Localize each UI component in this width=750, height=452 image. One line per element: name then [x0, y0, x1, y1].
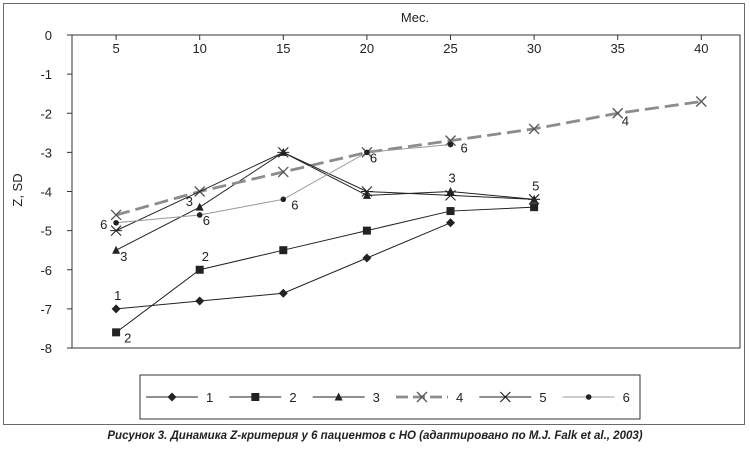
series-6-label: 6	[291, 197, 298, 212]
series-2-point	[446, 207, 455, 216]
series-4-line	[115, 100, 702, 217]
series-3-point	[446, 187, 455, 195]
plot-area	[71, 34, 741, 349]
series-6-point	[447, 141, 454, 148]
series-3-group	[115, 151, 535, 251]
series-1-point	[446, 218, 455, 228]
y-tick-label: -7	[40, 302, 52, 317]
series-2-point	[362, 226, 371, 235]
series-2-label: 2	[202, 249, 209, 264]
y-tick-label: -5	[40, 224, 52, 239]
y-tick-label: -1	[40, 67, 52, 82]
series-1-point	[111, 304, 121, 314]
series-5-group	[115, 151, 535, 232]
series-1-point	[195, 296, 205, 306]
x-tick-label: 40	[694, 41, 708, 56]
legend-2-label: 2	[289, 390, 296, 405]
y-tick-label: -8	[40, 341, 52, 356]
series-4-point	[445, 135, 456, 147]
legend-5-label: 5	[539, 390, 546, 405]
series-2-point	[112, 328, 121, 337]
legend-6-marker	[585, 394, 592, 400]
series-1-point	[278, 288, 288, 298]
legend-1-marker	[167, 392, 177, 402]
series-3-point	[195, 202, 204, 211]
series-2-point	[279, 246, 288, 255]
y-tick-label: -3	[40, 145, 52, 160]
legend-box	[139, 374, 641, 420]
x-tick-label: 15	[276, 41, 290, 56]
y-tick-label: -6	[40, 263, 52, 278]
series-3-label: 3	[449, 171, 456, 186]
y-tick-label: -2	[40, 106, 52, 121]
series-3-point	[362, 190, 371, 199]
series-2-point	[195, 265, 204, 274]
series-5-label: 5	[532, 178, 539, 193]
series-4-point	[277, 166, 289, 178]
series-2-label: 2	[124, 330, 131, 345]
series-2-point	[530, 203, 539, 212]
x-tick-label: 35	[610, 41, 624, 56]
series-5-point	[277, 146, 290, 158]
series-3-point	[112, 245, 121, 254]
series-4-point	[528, 123, 540, 135]
legend-3-label: 3	[373, 390, 380, 405]
legend-4-marker	[416, 391, 428, 403]
series-4-point	[612, 107, 624, 119]
series-5-point	[444, 190, 457, 201]
series-1-point	[362, 253, 372, 263]
series-6-label: 6	[370, 150, 377, 165]
x-tick-label: 20	[360, 41, 374, 56]
series-6-label: 6	[461, 141, 468, 156]
x-axis-title: Мес.	[401, 10, 429, 25]
legend-3-marker	[334, 392, 343, 401]
y-axis-title: Z, SD	[10, 173, 25, 206]
x-tick-label: 30	[527, 41, 541, 56]
series-6-line	[116, 144, 451, 224]
series-1-label: 1	[114, 288, 121, 303]
series-5-line	[115, 151, 535, 232]
x-tick-label: 25	[443, 41, 457, 56]
legend-1-label: 1	[206, 390, 213, 405]
legend-5-marker	[499, 391, 512, 403]
y-tick-label: -4	[40, 185, 52, 200]
series-6-label: 6	[203, 213, 210, 228]
series-6-point	[280, 196, 287, 203]
series-4-label: 4	[622, 113, 629, 128]
series-6-point	[113, 220, 119, 226]
series-6-label: 6	[100, 217, 107, 232]
chart-frame	[3, 3, 745, 425]
series-5-point	[528, 193, 541, 205]
series-3-label: 3	[186, 194, 193, 209]
series-5-point	[360, 186, 373, 197]
series-2-line	[115, 206, 535, 333]
legend-4-label: 4	[456, 390, 463, 405]
series-3-label: 3	[120, 249, 127, 264]
series-5-point	[110, 225, 123, 237]
y-tick-label: 0	[45, 28, 52, 43]
series-4-group	[115, 100, 702, 217]
figure-caption: Рисунок 3. Динамика Z-критерия у 6 пацие…	[107, 430, 643, 442]
series-2-group	[115, 206, 535, 333]
legend-2-marker	[251, 393, 260, 401]
series-6-point	[196, 212, 203, 218]
legend-6-label: 6	[623, 390, 630, 405]
series-4-point	[695, 96, 707, 107]
x-tick-label: 5	[112, 41, 119, 56]
series-6-point	[364, 149, 370, 156]
series-4-point	[110, 209, 122, 221]
series-6-group	[116, 144, 451, 224]
x-tick-label: 10	[192, 41, 206, 56]
series-3-line	[115, 151, 535, 251]
